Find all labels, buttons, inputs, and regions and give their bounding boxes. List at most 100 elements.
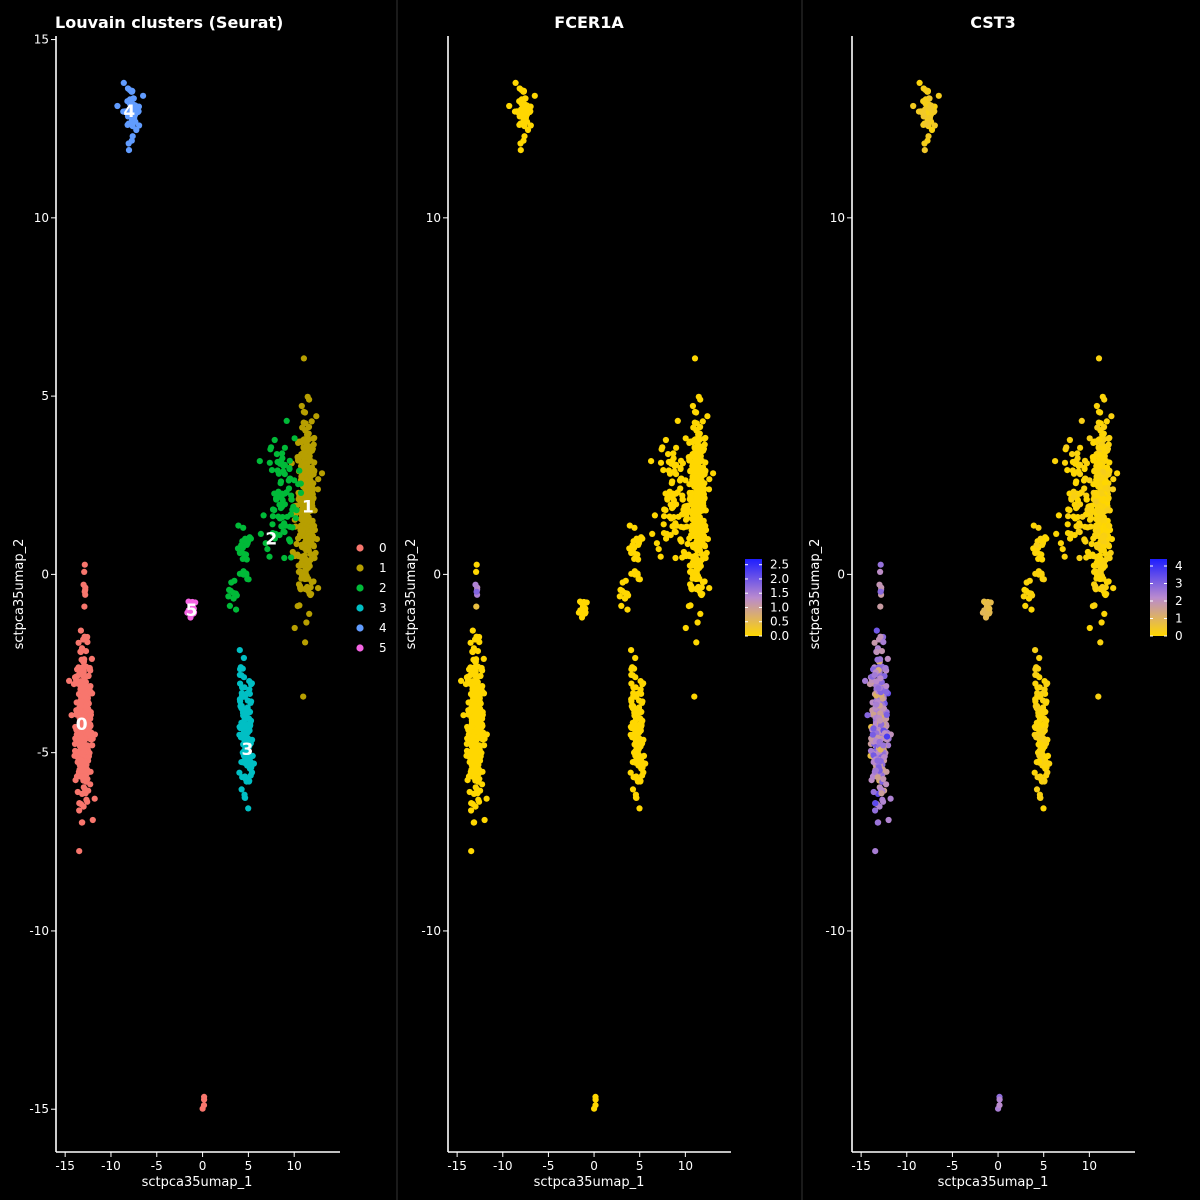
cell-point xyxy=(1076,554,1083,562)
cell-point xyxy=(238,542,245,549)
cell-point xyxy=(303,547,310,554)
cell-point xyxy=(1106,459,1113,466)
cell-point xyxy=(982,614,990,621)
cell-point xyxy=(697,610,704,618)
cell-point xyxy=(629,664,636,671)
cell-point xyxy=(880,775,887,783)
cell-point xyxy=(288,554,295,561)
cell-point xyxy=(79,685,86,692)
cell-point xyxy=(531,92,538,99)
cell-point xyxy=(274,458,281,466)
cell-point xyxy=(1066,507,1073,514)
cell-point xyxy=(691,444,698,451)
cell-point xyxy=(1070,493,1077,500)
cell-point xyxy=(303,496,310,503)
cell-point xyxy=(304,534,311,542)
cell-point xyxy=(1101,610,1108,618)
cell-point xyxy=(699,464,707,471)
y-tick-label: -10 xyxy=(29,924,49,938)
cell-point xyxy=(478,665,485,672)
cell-point xyxy=(297,498,304,505)
cell-point xyxy=(659,444,666,451)
x-tick-label: 0 xyxy=(590,1159,598,1173)
cell-point xyxy=(240,654,247,662)
y-tick-label: -10 xyxy=(825,924,845,938)
cell-point xyxy=(1044,769,1051,776)
cell-point xyxy=(705,486,713,493)
cell-point xyxy=(706,585,713,592)
colorbar-tick-label: 0.0 xyxy=(770,629,789,643)
cell-point xyxy=(880,742,887,749)
colorbar-tick-label: 2 xyxy=(1175,594,1183,608)
cell-point xyxy=(1101,396,1108,403)
x-tick-label: 0 xyxy=(994,1159,1002,1173)
y-tick-label: -5 xyxy=(37,746,49,760)
cell-point xyxy=(660,467,667,474)
cell-point xyxy=(125,140,132,147)
cell-point xyxy=(305,423,313,431)
cell-point xyxy=(631,524,638,531)
cell-point xyxy=(296,467,303,474)
cell-point xyxy=(1091,602,1098,609)
cell-point xyxy=(283,417,290,424)
cell-point xyxy=(286,537,293,544)
cell-point xyxy=(273,451,280,458)
cell-point xyxy=(677,485,684,492)
cell-point xyxy=(1072,515,1079,522)
cell-point xyxy=(86,665,93,672)
cell-point xyxy=(1035,571,1042,578)
cell-point xyxy=(874,656,881,663)
cell-point xyxy=(241,713,248,721)
cell-point xyxy=(472,717,479,724)
cluster-label: 5 xyxy=(186,601,198,621)
cell-point xyxy=(1032,647,1039,654)
cell-point xyxy=(674,417,681,424)
cell-point xyxy=(1102,485,1109,492)
cell-point xyxy=(688,480,696,487)
cell-point xyxy=(269,530,276,537)
cell-point xyxy=(1063,444,1070,451)
cell-point xyxy=(301,436,308,443)
cell-point xyxy=(310,435,317,442)
cell-point xyxy=(921,147,928,154)
cell-point xyxy=(264,546,271,553)
cell-point xyxy=(668,515,675,522)
cell-point xyxy=(694,547,701,554)
cell-point xyxy=(285,485,293,492)
cell-point xyxy=(1086,477,1093,484)
cell-point xyxy=(133,126,140,134)
cell-point xyxy=(1021,586,1028,594)
cell-point xyxy=(629,542,636,549)
cell-point xyxy=(697,591,704,598)
cell-point xyxy=(880,639,887,646)
cell-point xyxy=(296,602,303,609)
cell-point xyxy=(129,133,136,140)
cell-point xyxy=(300,451,308,458)
cell-point xyxy=(246,764,253,771)
cell-point xyxy=(1098,619,1105,626)
cell-point xyxy=(1103,418,1110,425)
cell-point xyxy=(628,549,635,557)
cell-point xyxy=(269,521,276,528)
legend-key xyxy=(356,584,364,592)
cell-point xyxy=(632,713,640,721)
cell-point xyxy=(286,457,293,464)
panel-louvain-clusters: Louvain clusters (Seurat) -15 -10 -5 0 5 1015… xyxy=(12,13,387,1190)
cell-point xyxy=(631,571,638,578)
cell-point xyxy=(1106,522,1113,530)
cell-point xyxy=(300,355,307,362)
cell-point xyxy=(700,507,707,514)
cell-point xyxy=(691,693,698,700)
cell-point xyxy=(1104,507,1111,514)
y-tick-label: -15 xyxy=(29,1102,49,1116)
cell-point xyxy=(1110,476,1117,483)
cell-point xyxy=(1109,486,1117,493)
cell-point xyxy=(1036,713,1044,721)
x-tick-label: 5 xyxy=(1040,1159,1048,1173)
cell-point xyxy=(1064,530,1072,537)
cell-point xyxy=(469,627,476,634)
cell-point xyxy=(1096,436,1103,443)
cell-point xyxy=(306,479,313,486)
cell-point xyxy=(303,490,310,497)
cell-point xyxy=(874,757,881,764)
